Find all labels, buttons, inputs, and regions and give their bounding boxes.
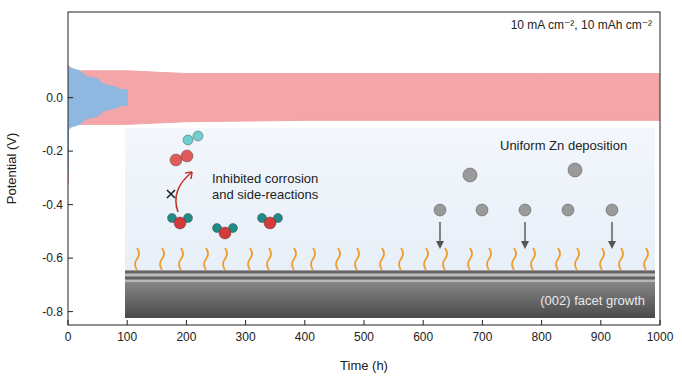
inset-bg (125, 128, 655, 318)
x-tick-label: 400 (295, 330, 315, 344)
x-tick-label: 800 (532, 330, 552, 344)
annotation: Inhibited corrosion (212, 171, 318, 186)
x-tick (541, 320, 542, 325)
y-axis-label: Potential (V) (4, 133, 19, 205)
facet-layer (125, 272, 655, 273)
atom (174, 217, 186, 229)
atom (568, 163, 582, 177)
additive-chain (204, 248, 208, 270)
annotation: 10 mA cm⁻², 10 mAh cm⁻² (511, 18, 652, 32)
inset (125, 128, 655, 318)
additive-chain (380, 248, 384, 270)
y-tick-label: -0.2 (42, 144, 63, 158)
y-tick (68, 151, 73, 152)
x-tick-label: 900 (591, 330, 611, 344)
cross (167, 190, 175, 198)
y-tick (68, 97, 73, 98)
y-tick-label: -0.6 (42, 251, 63, 265)
atom (434, 204, 446, 216)
x-tick (482, 320, 483, 325)
additive-chain (443, 248, 447, 270)
atom (519, 204, 531, 216)
additive-chain (160, 248, 164, 270)
additive-chain (399, 248, 403, 270)
x-tick-label: 600 (413, 330, 433, 344)
additive-chain (311, 248, 315, 270)
additive-chain (531, 248, 535, 270)
atom (219, 227, 231, 239)
additive-chain (267, 248, 271, 270)
additive-chain (487, 248, 491, 270)
plot-frame (68, 12, 660, 325)
x-tick-label: 700 (472, 330, 492, 344)
facet-layer (125, 278, 655, 279)
annotation: Uniform Zn deposition (500, 138, 627, 153)
x-tick-label: 500 (354, 330, 374, 344)
y-tick-label: -0.8 (42, 305, 63, 319)
atom (181, 150, 193, 162)
atom (562, 204, 574, 216)
atom (606, 204, 618, 216)
x-axis-label: Time (h) (340, 358, 388, 373)
atom (193, 131, 203, 141)
additive-chain (179, 248, 183, 270)
additive-chain (600, 248, 604, 270)
x-tick (245, 320, 246, 325)
y-tick-label: 0.0 (46, 91, 63, 105)
x-tick-label: 1000 (647, 330, 674, 344)
additive-chain (619, 248, 623, 270)
x-tick (660, 320, 661, 325)
atom (476, 204, 488, 216)
additive-chain (644, 248, 648, 270)
y-tick (68, 204, 73, 205)
atom (463, 168, 477, 182)
atom (170, 154, 182, 166)
facet-layer (125, 281, 655, 282)
x-tick (186, 320, 187, 325)
arrow-head (436, 241, 444, 249)
x-tick-label: 100 (117, 330, 137, 344)
x-tick (600, 320, 601, 325)
x-tick (423, 320, 424, 325)
x-tick (68, 320, 69, 325)
potential-band (68, 68, 127, 172)
x-tick-label: 300 (236, 330, 256, 344)
additive-chain (556, 248, 560, 270)
x-tick-label: 200 (176, 330, 196, 344)
annotation: (002) facet growth (540, 293, 645, 308)
arrow (176, 172, 192, 212)
x-tick (304, 320, 305, 325)
additive-chain (575, 248, 579, 270)
chart: 10 mA cm⁻², 10 mAh cm⁻² Inhibited corrosi… (0, 0, 682, 379)
additive-chain (355, 248, 359, 270)
y-tick (68, 258, 73, 259)
facet-layer (125, 275, 655, 276)
x-tick-label: 0 (65, 330, 72, 344)
additive-chain (424, 248, 428, 270)
additive-chain (248, 248, 252, 270)
arrow-head (185, 172, 192, 179)
additive-chain (292, 248, 296, 270)
additive-chain (512, 248, 516, 270)
x-tick (364, 320, 365, 325)
additive-chain (135, 248, 139, 270)
additive-chain (468, 248, 472, 270)
additive-chain (336, 248, 340, 270)
zn-slab (125, 270, 655, 318)
y-tick (68, 311, 73, 312)
arrow-head (608, 241, 616, 249)
atom (183, 135, 193, 145)
x-tick (127, 320, 128, 325)
annotation: and side-reactions (212, 187, 319, 202)
additive-chain (223, 248, 227, 270)
y-tick-label: -0.4 (42, 198, 63, 212)
arrow-head (521, 241, 529, 249)
atom (264, 217, 276, 229)
